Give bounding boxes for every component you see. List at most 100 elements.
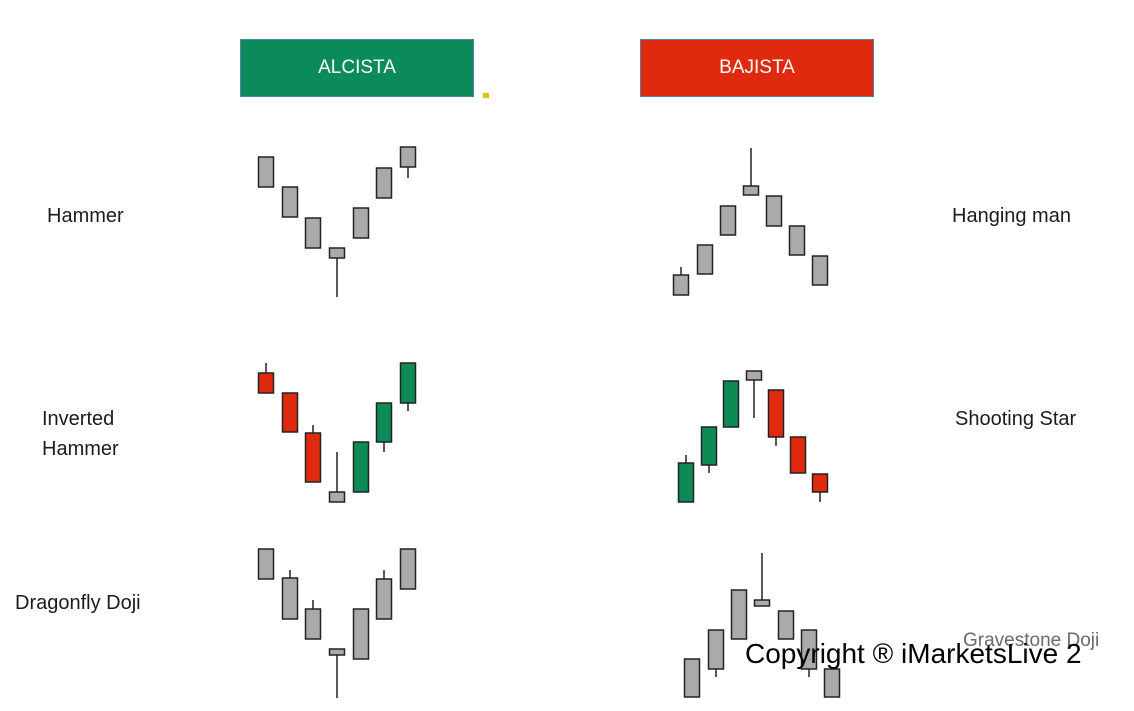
candle-body	[352, 207, 370, 239]
candle-body	[352, 608, 370, 660]
candle-shooting-star-7	[811, 473, 829, 502]
candle-body	[719, 205, 737, 236]
candle-inverted-hammer-5	[352, 441, 370, 493]
candle-gravestone-doji-7	[823, 668, 841, 698]
candle-body	[811, 255, 829, 286]
copyright-watermark: Copyright ® iMarketsLive 2	[745, 638, 1082, 669]
candle-hanging-man-1	[672, 267, 690, 296]
candle-dragonfly-doji-2	[281, 570, 299, 620]
candle-dragonfly-doji-5	[352, 608, 370, 660]
pattern-shooting-star	[677, 370, 829, 503]
small-marker	[483, 93, 489, 98]
candle-shooting-star-6	[789, 436, 807, 474]
candle-hanging-man-3	[719, 205, 737, 236]
candle-gravestone-doji-1	[683, 658, 701, 698]
candle-hanging-man-4	[742, 148, 760, 196]
pattern-inverted-hammer	[257, 362, 417, 503]
candle-inverted-hammer-4	[328, 452, 346, 503]
candle-inverted-hammer-2	[281, 392, 299, 433]
candle-inverted-hammer-6	[375, 402, 393, 452]
candle-body	[328, 247, 346, 259]
candle-dragonfly-doji-6	[375, 570, 393, 620]
candle-body	[788, 225, 806, 256]
pattern-dragonfly-doji	[257, 548, 417, 698]
bullish-header: ALCISTA	[240, 39, 474, 97]
candle-shooting-star-1	[677, 455, 695, 503]
candle-dragonfly-doji-7	[399, 548, 417, 590]
candle-body	[281, 186, 299, 218]
candle-inverted-hammer-7	[399, 362, 417, 411]
candle-inverted-hammer-3	[304, 425, 322, 483]
candle-dragonfly-doji-1	[257, 548, 275, 580]
pattern-hammer	[257, 146, 417, 297]
candle-body	[700, 426, 718, 466]
candle-inverted-hammer-1	[257, 363, 275, 394]
candle-body	[304, 432, 322, 483]
candle-body	[672, 274, 690, 296]
candle-hanging-man-2	[696, 244, 714, 275]
candle-hanging-man-6	[788, 225, 806, 256]
candle-body	[328, 491, 346, 503]
candle-shooting-star-5	[767, 389, 785, 446]
candle-body	[352, 441, 370, 493]
candle-body	[789, 436, 807, 474]
candle-body	[677, 462, 695, 503]
candle-body	[777, 610, 795, 640]
bearish-header: BAJISTA	[640, 39, 874, 97]
candle-body	[304, 608, 322, 640]
candle-shooting-star-2	[700, 426, 718, 473]
candle-hanging-man-7	[811, 255, 829, 286]
candle-body	[375, 578, 393, 620]
label-dragonfly-doji: Dragonfly Doji	[15, 592, 141, 614]
candle-gravestone-doji-6	[800, 629, 818, 677]
candle-hammer-3	[304, 217, 322, 249]
candle-body	[375, 402, 393, 443]
candle-hammer-5	[352, 207, 370, 239]
candle-body	[399, 362, 417, 404]
candle-shooting-star-3	[722, 380, 740, 428]
candle-dragonfly-doji-3	[304, 600, 322, 640]
candle-body	[304, 217, 322, 249]
candle-gravestone-doji-2	[707, 629, 725, 677]
candle-body	[753, 599, 771, 607]
candle-hammer-6	[375, 167, 393, 199]
candle-shooting-star-4	[745, 370, 763, 418]
candle-body	[800, 629, 818, 670]
candle-gravestone-doji-3	[730, 589, 748, 640]
candle-body	[683, 658, 701, 698]
pattern-hanging-man	[672, 148, 829, 296]
candle-body	[328, 648, 346, 656]
label-hanging-man: Hanging man	[952, 205, 1071, 227]
candle-hammer-7	[399, 146, 417, 178]
candle-hammer-1	[257, 156, 275, 188]
pattern-gravestone-doji	[683, 553, 841, 698]
candle-gravestone-doji-5	[777, 610, 795, 640]
candle-body	[722, 380, 740, 428]
label-gravestone-doji: Gravestone Doji	[963, 630, 1100, 651]
candle-hanging-man-5	[765, 195, 783, 227]
candle-body	[745, 370, 763, 381]
candle-body	[399, 548, 417, 590]
candle-body	[399, 146, 417, 168]
candle-body	[811, 473, 829, 493]
candle-body	[707, 629, 725, 670]
candle-body	[823, 668, 841, 698]
label-hammer: Hammer	[47, 205, 124, 227]
candle-body	[257, 156, 275, 188]
candle-body	[257, 372, 275, 394]
candle-body	[696, 244, 714, 275]
candle-body	[375, 167, 393, 199]
candle-body	[767, 389, 785, 438]
candle-hammer-2	[281, 186, 299, 218]
candle-body	[257, 548, 275, 580]
candle-body	[281, 577, 299, 620]
candle-gravestone-doji-4	[753, 553, 771, 607]
candle-body	[765, 195, 783, 227]
candle-dragonfly-doji-4	[328, 648, 346, 698]
candle-body	[281, 392, 299, 433]
candle-hammer-4	[328, 247, 346, 297]
label-shooting-star: Shooting Star	[955, 408, 1077, 430]
candle-body	[742, 185, 760, 196]
candle-body	[730, 589, 748, 640]
